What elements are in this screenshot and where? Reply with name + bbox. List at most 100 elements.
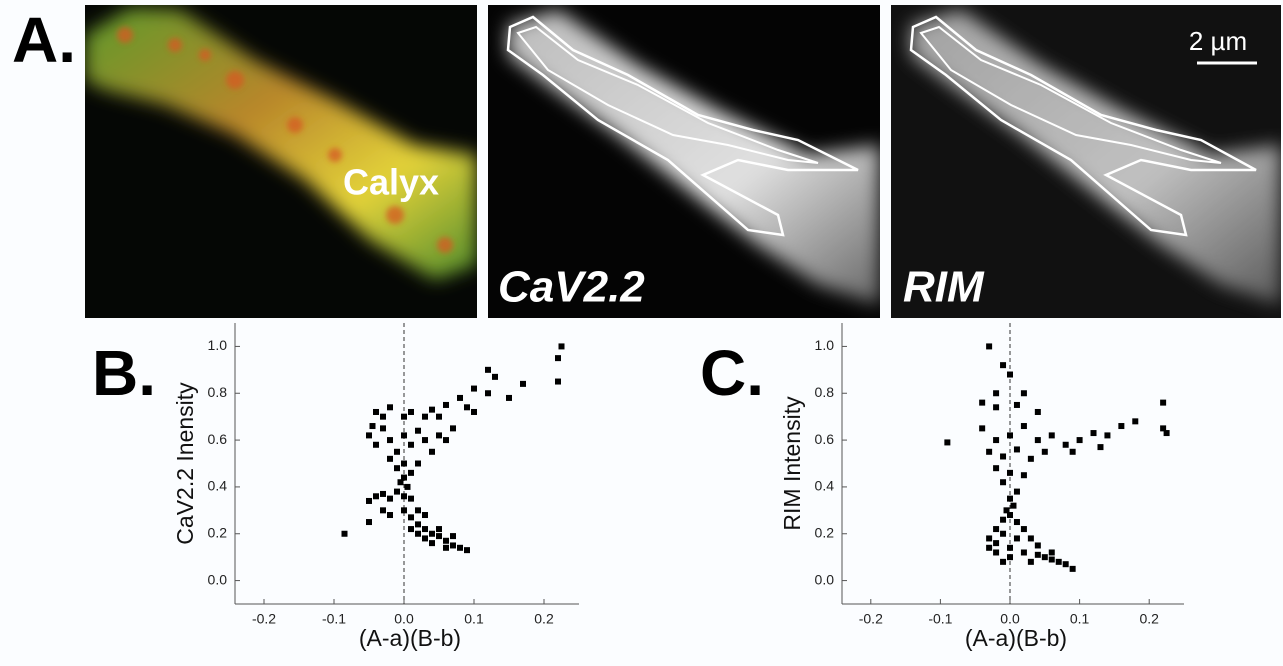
image-cav22: CaV2.2 <box>488 5 880 318</box>
y-axis-label: CaV2.2 Inensity <box>172 382 198 545</box>
point <box>485 390 491 396</box>
point <box>1021 423 1027 429</box>
image-calyx: Calyx <box>85 5 477 318</box>
point <box>415 507 421 513</box>
image-rim: RIM 2 µm <box>891 5 1281 318</box>
y-tick-label: 0.0 <box>815 571 835 587</box>
y-tick-label: 0.6 <box>208 431 228 447</box>
point <box>366 432 372 438</box>
point <box>443 402 449 408</box>
scale-bar-label: 2 µm <box>1189 26 1247 56</box>
point <box>422 535 428 541</box>
point <box>1077 437 1083 443</box>
point <box>422 414 428 420</box>
point <box>1028 456 1034 462</box>
y-tick-label: 0.2 <box>815 524 835 540</box>
point <box>979 400 985 406</box>
y-tick-label: 0.0 <box>208 571 228 587</box>
point <box>457 545 463 551</box>
point <box>993 437 999 443</box>
point <box>387 456 393 462</box>
point <box>1007 496 1013 502</box>
y-tick-label: 1.0 <box>208 337 228 353</box>
x-tick-label: 0.1 <box>1070 611 1090 627</box>
point <box>1056 559 1062 565</box>
point <box>1014 489 1020 495</box>
point <box>450 425 456 431</box>
x-tick-label: 0.2 <box>534 611 554 627</box>
point <box>387 437 393 443</box>
point <box>1035 437 1041 443</box>
point <box>559 343 565 349</box>
x-tick-label: 0.1 <box>464 611 484 627</box>
point <box>436 533 442 539</box>
point <box>398 479 404 485</box>
x-axis-label: (A-a)(B-b) <box>359 625 461 651</box>
point <box>1007 554 1013 560</box>
point <box>429 407 435 413</box>
point <box>401 461 407 467</box>
point <box>342 531 348 537</box>
point <box>1118 423 1124 429</box>
point <box>464 404 470 410</box>
point <box>408 514 414 520</box>
point <box>986 343 992 349</box>
y-axis-label: RIM Intensity <box>779 396 805 531</box>
point <box>366 519 372 525</box>
point <box>1000 479 1006 485</box>
y-tick-label: 0.8 <box>815 384 835 400</box>
image-label: Calyx <box>343 162 439 203</box>
point <box>555 355 561 361</box>
image-label: CaV2.2 <box>498 263 645 312</box>
point <box>979 425 985 431</box>
point <box>436 432 442 438</box>
point <box>1000 517 1006 523</box>
point <box>1049 557 1055 563</box>
point <box>415 428 421 434</box>
point <box>366 498 372 504</box>
point <box>1097 444 1103 450</box>
point <box>1007 545 1013 551</box>
point <box>1070 449 1076 455</box>
y-tick-label: 0.4 <box>208 478 228 494</box>
point <box>464 547 470 553</box>
point <box>1007 470 1013 476</box>
image-label: RIM <box>903 263 985 312</box>
point <box>986 535 992 541</box>
point <box>1070 566 1076 572</box>
point <box>1014 519 1020 525</box>
point <box>436 526 442 532</box>
point <box>387 496 393 502</box>
point <box>436 414 442 420</box>
point <box>1010 503 1016 509</box>
point <box>370 423 376 429</box>
point <box>471 386 477 392</box>
point <box>1042 554 1048 560</box>
point <box>1000 362 1006 368</box>
point <box>1014 535 1020 541</box>
point <box>986 449 992 455</box>
point <box>1028 559 1034 565</box>
point <box>1000 559 1006 565</box>
point <box>1028 535 1034 541</box>
point <box>1164 430 1170 436</box>
point <box>394 449 400 455</box>
y-tick-label: 0.8 <box>208 384 228 400</box>
y-tick-label: 0.6 <box>815 431 835 447</box>
point <box>1014 446 1020 452</box>
point <box>485 367 491 373</box>
point <box>394 489 400 495</box>
point <box>443 437 449 443</box>
point <box>373 493 379 499</box>
point <box>555 379 561 385</box>
point <box>405 484 411 490</box>
point <box>429 540 435 546</box>
x-tick-label: -0.1 <box>928 611 952 627</box>
point <box>401 493 407 499</box>
point <box>408 470 414 476</box>
point <box>1014 402 1020 408</box>
point <box>380 414 386 420</box>
point <box>1035 542 1041 548</box>
point <box>429 449 435 455</box>
point <box>394 465 400 471</box>
